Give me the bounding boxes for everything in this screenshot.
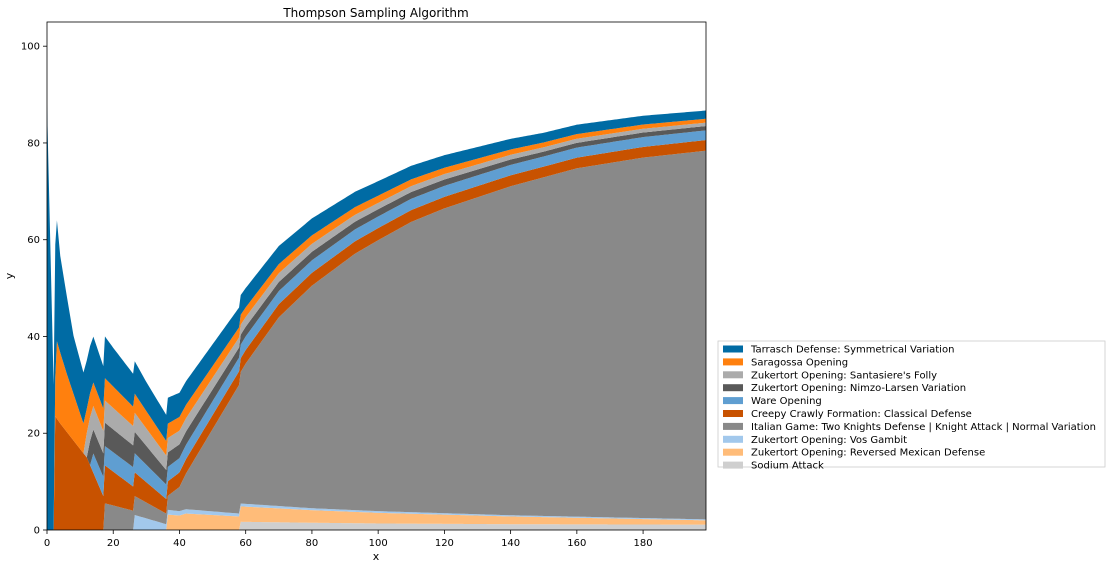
legend-label: Tarrasch Defense: Symmetrical Variation xyxy=(750,345,954,356)
x-tick-label: 100 xyxy=(369,538,388,549)
x-tick-label: 20 xyxy=(107,538,120,549)
x-tick-label: 60 xyxy=(239,538,252,549)
area-italian-game-two-knights-defense-knight-attack-normal-variation xyxy=(47,150,706,530)
legend-swatch xyxy=(723,384,743,392)
area-sodium-attack xyxy=(47,521,706,530)
legend-swatch xyxy=(723,461,743,469)
y-tick-label: 80 xyxy=(27,138,40,149)
legend-label: Zukertort Opening: Reversed Mexican Defe… xyxy=(751,448,985,459)
area-zukertort-opening-vos-gambit xyxy=(47,503,706,530)
x-axis-label: x xyxy=(373,550,380,563)
legend-swatch xyxy=(723,371,743,379)
x-tick-label: 180 xyxy=(634,538,653,549)
legend-label: Zukertort Opening: Santasiere's Folly xyxy=(751,370,937,381)
area-tarrasch-defense-symmetrical-variation xyxy=(47,104,706,530)
x-tick-label: 80 xyxy=(306,538,319,549)
legend: Tarrasch Defense: Symmetrical VariationS… xyxy=(717,340,1106,472)
legend-label: Zukertort Opening: Vos Gambit xyxy=(751,435,907,446)
legend-label: Saragossa Opening xyxy=(751,357,848,368)
legend-label: Ware Opening xyxy=(751,396,822,407)
legend-swatch xyxy=(723,448,743,456)
y-tick-label: 20 xyxy=(27,429,40,440)
legend-label: Creepy Crawly Formation: Classical Defen… xyxy=(751,409,972,420)
plot-frame xyxy=(46,21,707,531)
legend-label: Zukertort Opening: Nimzo-Larsen Variatio… xyxy=(751,383,966,394)
legend-swatch xyxy=(723,358,743,366)
x-axis: 0 20 40 60 80 100 120 140 160 180 xyxy=(44,530,653,549)
x-tick-label: 0 xyxy=(44,538,50,549)
area-saragossa-opening xyxy=(47,118,706,530)
x-tick-label: 40 xyxy=(173,538,186,549)
x-tick-label: 140 xyxy=(501,538,520,549)
legend-swatch xyxy=(723,435,743,443)
x-tick-label: 120 xyxy=(435,538,454,549)
y-tick-label: 40 xyxy=(27,332,40,343)
legend-swatch xyxy=(723,397,743,405)
y-axis: 0 20 40 60 80 100 xyxy=(21,42,47,537)
y-axis-label: y xyxy=(3,272,16,279)
chart-title: Thompson Sampling Algorithm xyxy=(282,6,468,20)
legend-label: Sodium Attack xyxy=(751,461,824,472)
area-zukertort-opening-santasiere-s-folly xyxy=(47,122,706,530)
legend-swatch xyxy=(723,345,743,353)
area-creepy-crawly-formation-classical-defense xyxy=(47,140,706,531)
legend-frame xyxy=(717,340,1106,468)
y-tick-label: 0 xyxy=(34,526,40,537)
stacked-areas xyxy=(47,104,706,531)
x-tick-label: 160 xyxy=(567,538,586,549)
legend-label: Italian Game: Two Knights Defense | Knig… xyxy=(751,422,1096,433)
y-tick-label: 60 xyxy=(27,235,40,246)
legend-swatch xyxy=(723,422,743,430)
y-tick-label: 100 xyxy=(21,42,40,53)
area-zukertort-opening-reversed-mexican-defense xyxy=(47,506,706,530)
legend-swatch xyxy=(723,410,743,417)
